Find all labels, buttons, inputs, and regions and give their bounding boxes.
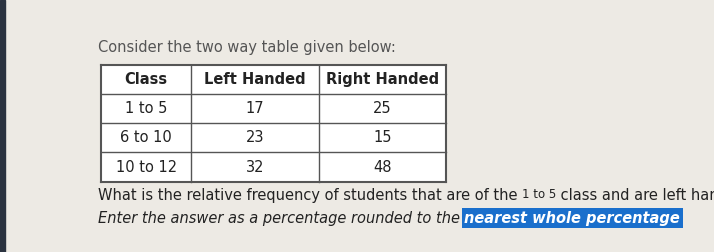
Text: Consider the two way table given below:: Consider the two way table given below:: [98, 40, 396, 55]
Text: Enter the answer as a percentage rounded to the: Enter the answer as a percentage rounded…: [98, 211, 464, 226]
FancyBboxPatch shape: [101, 65, 446, 182]
Text: Left Handed: Left Handed: [204, 72, 306, 87]
Text: 32: 32: [246, 160, 264, 175]
Text: What is the relative frequency of students that are of the: What is the relative frequency of studen…: [98, 188, 522, 203]
Text: 23: 23: [246, 131, 264, 145]
Text: class and are left handed?: class and are left handed?: [556, 188, 714, 203]
Text: Right Handed: Right Handed: [326, 72, 439, 87]
Text: 1 to 5: 1 to 5: [125, 101, 167, 116]
Text: 48: 48: [373, 160, 392, 175]
Text: 10 to 12: 10 to 12: [116, 160, 177, 175]
Text: 1 to 5: 1 to 5: [522, 188, 556, 201]
Text: 6 to 10: 6 to 10: [121, 131, 172, 145]
Text: nearest whole percentage: nearest whole percentage: [464, 211, 680, 226]
Text: 25: 25: [373, 101, 392, 116]
Text: Class: Class: [125, 72, 168, 87]
Text: 17: 17: [246, 101, 264, 116]
Text: 15: 15: [373, 131, 392, 145]
